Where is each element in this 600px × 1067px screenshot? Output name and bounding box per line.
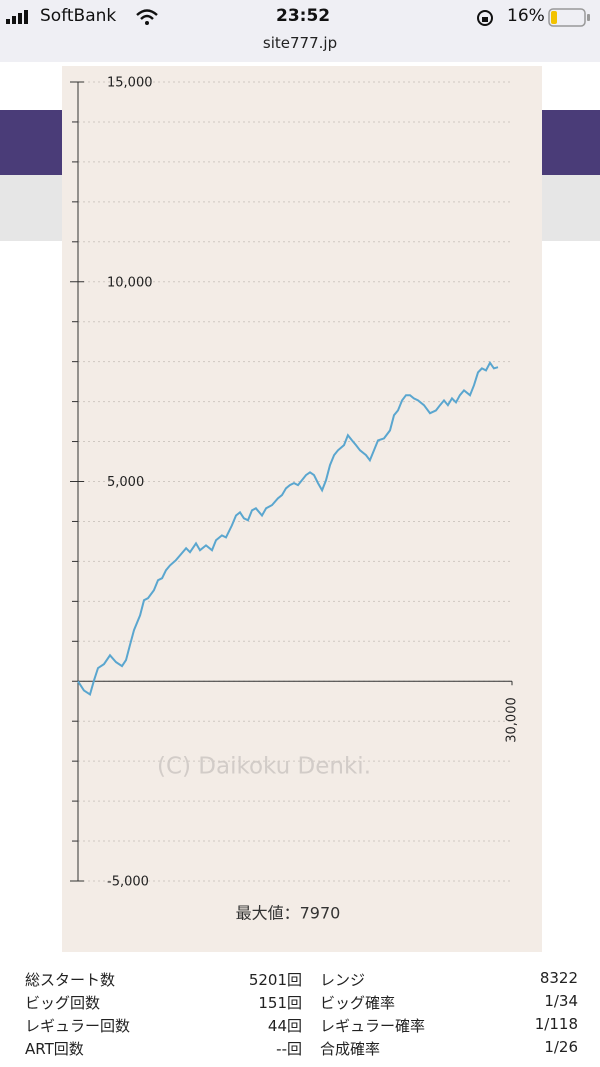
stat-value: 8322 [539, 969, 578, 987]
y-tick-label: -5,000 [107, 875, 149, 890]
chart-background [62, 66, 542, 952]
max-annotation: 最大値：7970 [236, 904, 341, 923]
stat-value: 1/26 [544, 1038, 578, 1056]
stats-row: ART回数 --回 合成確率 1/26 [0, 1038, 600, 1061]
stat-value: 5201回 [248, 971, 302, 989]
wifi-icon [136, 9, 158, 25]
stats-row: ビッグ回数 151回 ビッグ確率 1/34 [0, 992, 600, 1015]
site-band [542, 110, 600, 175]
stat-label: レギュラー回数 [25, 1017, 131, 1035]
browser-header: SoftBank 23:52 16% site777.jp [0, 0, 600, 62]
site-band [542, 175, 600, 241]
stat-value: 44回 [267, 1017, 302, 1035]
stats-row: レギュラー回数 44回 レギュラー確率 1/118 [0, 1015, 600, 1038]
stat-label: ビッグ回数 [25, 994, 101, 1012]
clock: 23:52 [276, 6, 331, 26]
url: site777.jp [262, 34, 338, 52]
stat-label: 総スタート数 [25, 971, 116, 989]
stat-label: レギュラー確率 [320, 1017, 426, 1035]
stat-value: 151回 [258, 994, 302, 1012]
chart: (C) Daikoku Denki. 最大値：7970 -5,000 5,000 1… [62, 66, 542, 952]
stat-value: --回 [276, 1040, 302, 1058]
stat-label: ART回数 [25, 1040, 84, 1058]
lock-icon [477, 10, 493, 26]
site-band [0, 175, 62, 241]
stat-value: 1/34 [544, 992, 578, 1010]
watermark: (C) Daikoku Denki. [157, 754, 371, 780]
stats-table: 総スタート数 5201回 レンジ 8322 ビッグ回数 151回 ビッグ確率 1/34 レギュラ… [0, 969, 600, 1067]
data-line [77, 360, 499, 696]
battery-text: 16% [507, 6, 545, 26]
stat-label: レンジ [320, 971, 366, 989]
stat-label: ビッグ確率 [320, 994, 396, 1012]
y-tick-label: 5,000 [107, 475, 144, 490]
battery-icon [548, 8, 590, 27]
y-tick-label: 15,000 [107, 76, 153, 91]
x-tick-label: 30,000 [505, 697, 520, 743]
site-band [0, 110, 62, 175]
y-tick-label: 10,000 [107, 275, 153, 290]
carrier: SoftBank [40, 6, 117, 26]
signal-icon [6, 10, 28, 24]
stats-row: 総スタート数 5201回 レンジ 8322 [0, 969, 600, 992]
stat-label: 合成確率 [320, 1040, 381, 1058]
stat-value: 1/118 [534, 1015, 578, 1033]
